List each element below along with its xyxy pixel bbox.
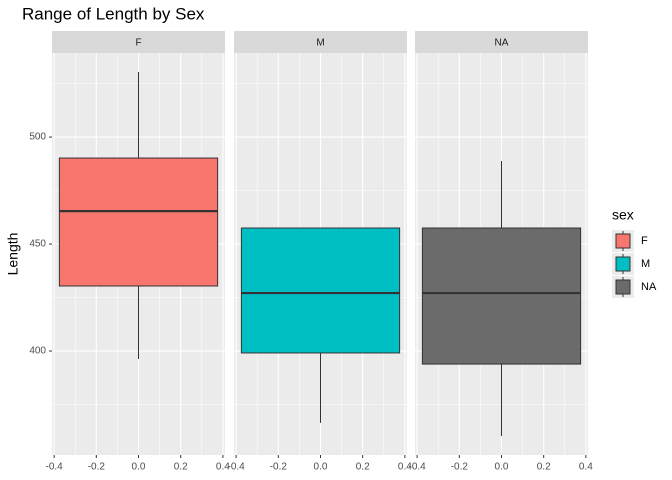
y-tick-label: 450 [29, 239, 46, 250]
legend-label: NA [641, 281, 657, 293]
legend-key [615, 279, 631, 295]
x-tick-label: -0.4 [45, 462, 63, 473]
x-tick-label: 0.0 [132, 462, 146, 473]
legend-title: sex [612, 207, 634, 223]
x-tick-label: 0.4 [398, 462, 412, 473]
y-axis-label: Length [5, 233, 21, 276]
x-tick-label: 0.4 [579, 462, 593, 473]
x-tick-label: 0.0 [314, 462, 328, 473]
box [58, 157, 219, 287]
strip-label: NA [495, 38, 509, 49]
x-tick-label: -0.2 [270, 462, 288, 473]
x-tick-label: -0.2 [88, 462, 106, 473]
legend-label: F [641, 235, 648, 247]
x-tick-label: 0.0 [495, 462, 509, 473]
chart-title: Range of Length by Sex [22, 4, 205, 23]
y-tick-label: 500 [29, 132, 46, 143]
x-tick-label: 0.2 [174, 462, 188, 473]
legend-label: M [641, 258, 650, 270]
x-tick-label: -0.4 [227, 462, 245, 473]
legend-key [615, 233, 631, 249]
x-tick-label: -0.2 [451, 462, 469, 473]
strip-label: F [135, 38, 141, 49]
y-tick-label: 400 [29, 346, 46, 357]
strip [234, 31, 407, 53]
strip [52, 31, 225, 53]
box [421, 227, 582, 365]
x-tick-label: 0.2 [537, 462, 551, 473]
strip-label: M [316, 38, 324, 49]
legend-key [615, 256, 631, 272]
strip [415, 31, 588, 53]
x-tick-label: -0.4 [408, 462, 426, 473]
box [240, 227, 401, 354]
x-tick-label: 0.2 [356, 462, 370, 473]
x-tick-label: 0.4 [216, 462, 230, 473]
